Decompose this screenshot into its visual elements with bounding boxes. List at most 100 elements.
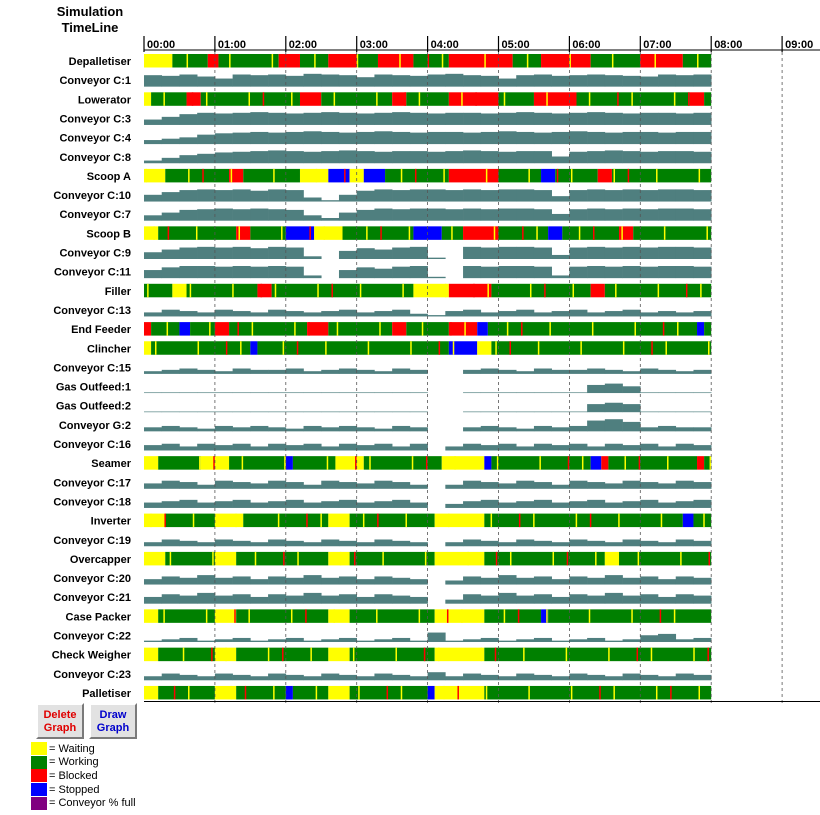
- state-segment-6-1: [165, 168, 230, 183]
- conveyor-level-5-30: [675, 151, 694, 164]
- conveyor-level-1-24: [569, 75, 588, 87]
- conveyor-level-10-21: [516, 246, 535, 259]
- conveyor-level-16-5: [232, 368, 251, 374]
- state-segment-14-13: [697, 322, 705, 336]
- conveyor-level-7-7: [268, 189, 287, 202]
- state-tick-15-0: [154, 341, 157, 355]
- conveyor-level-4-30: [675, 131, 694, 145]
- timeline-chart: Depalletiser Conveyor C:1 Lowerator Conveyo…: [52, 36, 820, 703]
- conveyor-level-16-10: [321, 369, 340, 374]
- state-segment-2-4: [299, 92, 322, 106]
- state-tick-12-39: [700, 283, 702, 298]
- conveyor-level-17-15: [409, 392, 428, 394]
- conveyor-level-19-6: [250, 425, 269, 432]
- conveyor-level-16-25: [587, 368, 606, 374]
- conveyor-level-19-3: [197, 428, 216, 432]
- conveyor-level-20-1: [161, 443, 180, 451]
- conveyor-level-27-29: [658, 579, 677, 585]
- conveyor-level-3-29: [658, 112, 677, 125]
- state-tick-29-16: [376, 609, 378, 623]
- conveyor-level-16-14: [392, 368, 411, 374]
- state-tick-9-33: [621, 226, 623, 240]
- state-tick-2-37: [673, 92, 676, 106]
- conveyor-level-23-26: [604, 502, 623, 508]
- conveyor-level-22-9: [303, 484, 322, 489]
- state-tick-33-22: [457, 685, 459, 700]
- conveyor-level-32-15: [409, 676, 428, 681]
- conveyor-level-11-2: [179, 266, 198, 279]
- conveyor-level-7-20: [498, 189, 517, 202]
- state-segment-0-14: [640, 54, 683, 68]
- state-segment-2-5: [321, 92, 393, 106]
- conveyor-level-3-30: [675, 113, 694, 125]
- state-tick-15-18: [410, 341, 412, 355]
- state-tick-33-9: [273, 685, 275, 700]
- conveyor-level-7-0: [144, 194, 163, 202]
- conveyor-level-23-30: [675, 501, 694, 508]
- conveyor-level-28-24: [569, 594, 588, 604]
- conveyor-level-28-29: [658, 596, 677, 604]
- conveyor-level-1-7: [268, 74, 287, 87]
- conveyor-level-32-23: [551, 676, 570, 681]
- state-tick-14-1: [166, 322, 169, 336]
- conveyor-level-1-30: [675, 75, 694, 87]
- conveyor-level-11-8: [285, 266, 304, 279]
- state-segment-21-0: [144, 456, 159, 470]
- row-label-3: Conveyor C:3: [59, 113, 131, 125]
- conveyor-level-3-21: [516, 112, 535, 125]
- state-segment-12-5: [413, 283, 449, 298]
- state-segment-12-8: [590, 283, 605, 298]
- conveyor-level-20-20: [498, 443, 517, 451]
- state-tick-12-38: [685, 283, 688, 298]
- conveyor-level-22-19: [480, 482, 499, 489]
- conveyor-level-13-3: [197, 312, 216, 317]
- delete-graph-button[interactable]: Delete Graph: [36, 703, 84, 739]
- conveyor-level-16-7: [268, 369, 287, 374]
- conveyor-level-13-15: [409, 313, 428, 317]
- conveyor-level-10-5: [232, 246, 251, 259]
- conveyor-level-1-0: [144, 75, 163, 87]
- conveyor-level-11-22: [533, 266, 552, 279]
- conveyor-level-25-15: [409, 542, 428, 547]
- state-segment-0-8: [377, 54, 414, 68]
- conveyor-level-3-26: [604, 112, 623, 125]
- conveyor-level-7-30: [675, 189, 694, 202]
- state-tick-15-36: [665, 341, 667, 355]
- conveyor-level-22-11: [338, 482, 357, 489]
- conveyor-level-4-0: [144, 140, 163, 145]
- conveyor-level-30-8: [285, 637, 304, 642]
- row-labels: Depalletiser Conveyor C:1 Lowerator Conveyo…: [52, 56, 132, 700]
- conveyor-level-5-24: [569, 151, 588, 164]
- legend-swatch-blocked: [31, 769, 47, 783]
- conveyor-level-25-22: [533, 540, 552, 547]
- conveyor-level-3-4: [214, 113, 233, 125]
- conveyor-level-10-2: [179, 247, 198, 259]
- conveyor-level-1-20: [498, 78, 517, 87]
- state-tick-31-8: [267, 647, 270, 662]
- state-segment-2-7: [406, 92, 449, 106]
- conveyor-level-3-8: [285, 113, 304, 125]
- draw-graph-button[interactable]: Draw Graph: [89, 703, 137, 739]
- conveyor-level-11-23: [551, 275, 570, 279]
- conveyor-level-22-7: [268, 480, 287, 489]
- state-segment-24-8: [682, 513, 694, 528]
- conveyor-level-27-20: [498, 575, 517, 585]
- state-tick-33-3: [188, 685, 190, 700]
- state-tick-9-36: [663, 226, 666, 240]
- state-segment-21-9: [484, 456, 492, 470]
- state-segment-9-0: [144, 226, 159, 240]
- state-segment-26-9: [619, 551, 712, 566]
- state-segment-9-6: [342, 226, 414, 240]
- conveyor-level-4-15: [409, 132, 428, 145]
- state-segment-29-6: [434, 609, 485, 623]
- state-tick-29-37: [673, 609, 676, 623]
- state-tick-33-27: [528, 685, 530, 700]
- conveyor-level-18-14: [392, 411, 411, 413]
- conveyor-level-5-7: [268, 150, 287, 164]
- conveyor-level-18-8: [285, 411, 304, 413]
- conveyor-level-28-26: [604, 592, 623, 604]
- state-tick-24-9: [277, 513, 280, 528]
- conveyor-level-30-13: [374, 639, 393, 642]
- conveyor-level-20-5: [232, 443, 251, 451]
- conveyor-level-8-10: [321, 218, 340, 221]
